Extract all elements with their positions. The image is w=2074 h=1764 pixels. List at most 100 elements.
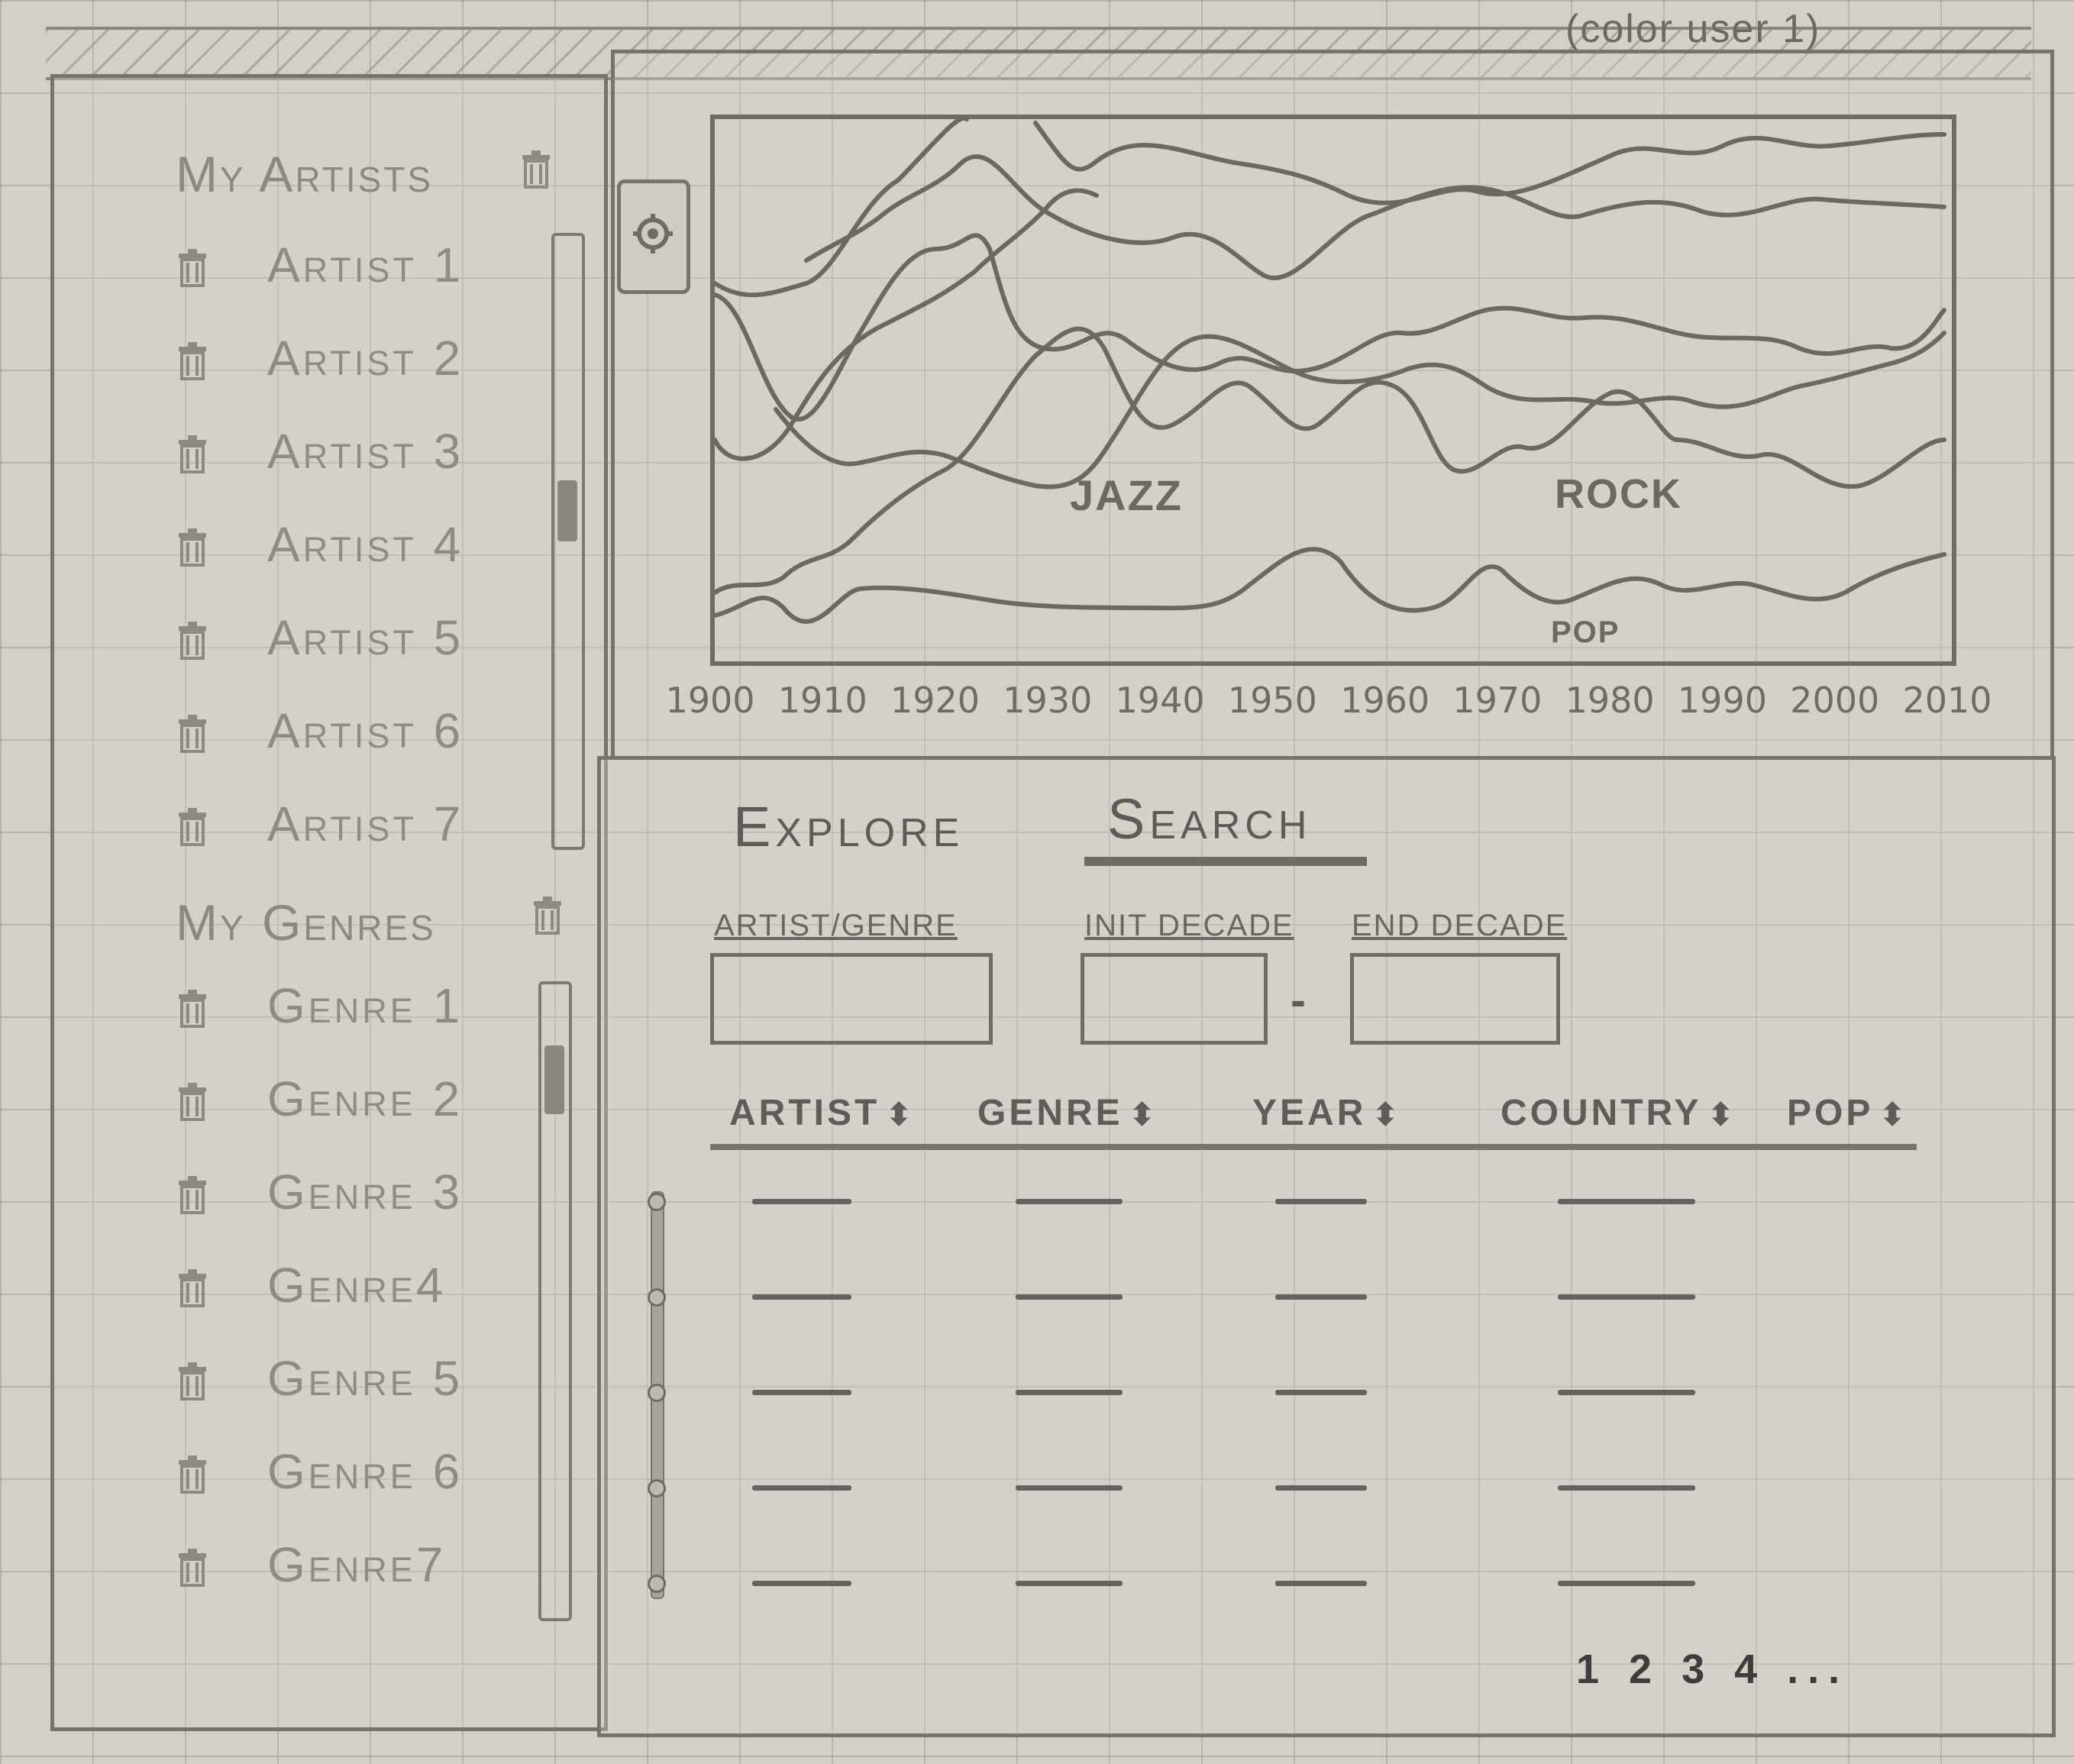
- delete-genre-icon[interactable]: [176, 1174, 209, 1214]
- x-tick-label: 2000: [1790, 680, 1880, 721]
- delete-genre-icon[interactable]: [176, 988, 209, 1028]
- table-cell-placeholder: [1558, 1390, 1695, 1395]
- genre-item-label: Genre 6: [267, 1444, 464, 1499]
- row-drag-handle[interactable]: [648, 1193, 666, 1211]
- x-tick-label: 2010: [1902, 680, 1992, 721]
- artist-item[interactable]: Artist 6: [176, 703, 527, 779]
- table-cell-placeholder: [752, 1485, 851, 1491]
- genre-item[interactable]: Genre 1: [176, 977, 527, 1054]
- delete-genre-icon[interactable]: [176, 1454, 209, 1494]
- delete-artist-icon[interactable]: [176, 806, 209, 846]
- sort-artist-icon[interactable]: ⬍: [886, 1098, 915, 1132]
- trash-all-genres-icon[interactable]: [531, 895, 564, 935]
- x-tick-label: 1960: [1340, 680, 1430, 721]
- x-tick-label: 1990: [1677, 680, 1767, 721]
- artist-item[interactable]: Artist 4: [176, 516, 527, 593]
- delete-genre-icon[interactable]: [176, 1361, 209, 1401]
- genre-scroll-thumb[interactable]: [544, 1045, 564, 1114]
- x-tick-label: 1940: [1115, 680, 1205, 721]
- row-drag-handle[interactable]: [648, 1575, 666, 1593]
- row-drag-handle[interactable]: [648, 1288, 666, 1307]
- delete-genre-icon[interactable]: [176, 1547, 209, 1587]
- col-pop[interactable]: POP ⬍: [1787, 1093, 1908, 1133]
- x-tick-label: 1970: [1452, 680, 1543, 721]
- delete-artist-icon[interactable]: [176, 527, 209, 567]
- end-decade-input[interactable]: [1350, 953, 1560, 1045]
- sidebar-panel: [50, 74, 608, 1731]
- artist-item-label: Artist 1: [267, 237, 464, 292]
- gear-icon: [633, 214, 673, 254]
- col-artist[interactable]: ARTIST ⬍: [729, 1093, 915, 1133]
- x-tick-label: 1950: [1227, 680, 1317, 721]
- col-country[interactable]: COUNTRY ⬍: [1501, 1093, 1737, 1133]
- artist-item[interactable]: Artist 7: [176, 796, 527, 872]
- stream-line-3: [804, 154, 1946, 280]
- stream-line-1: [715, 119, 969, 298]
- col-year[interactable]: YEAR ⬍: [1252, 1093, 1401, 1133]
- artist-item[interactable]: Artist 3: [176, 423, 527, 499]
- delete-artist-icon[interactable]: [176, 247, 209, 287]
- table-cell-placeholder: [1016, 1581, 1123, 1586]
- genre-item-label: Genre7: [267, 1537, 447, 1592]
- genre-item[interactable]: Genre 6: [176, 1443, 527, 1520]
- table-cell-placeholder: [1558, 1581, 1695, 1586]
- genre-item[interactable]: Genre 5: [176, 1350, 527, 1426]
- table-cell-placeholder: [752, 1581, 851, 1586]
- genre-item-label: Genre4: [267, 1258, 447, 1313]
- streamgraph-lines: [715, 119, 1946, 624]
- pagination[interactable]: 1 2 3 4 ...: [1576, 1646, 1849, 1692]
- stream-line-8: [715, 547, 1946, 624]
- genre-list-scrollbar[interactable]: [538, 981, 572, 1621]
- trash-all-artists-icon[interactable]: [519, 149, 553, 189]
- delete-genre-icon[interactable]: [176, 1081, 209, 1121]
- init-decade-input[interactable]: [1081, 953, 1268, 1045]
- artist-item[interactable]: Artist 2: [176, 330, 527, 406]
- sort-year-icon[interactable]: ⬍: [1372, 1098, 1401, 1132]
- row-drag-handle[interactable]: [648, 1479, 666, 1497]
- artist-scroll-thumb[interactable]: [557, 480, 577, 541]
- sort-pop-icon[interactable]: ⬍: [1879, 1098, 1908, 1132]
- table-cell-placeholder: [1016, 1199, 1123, 1204]
- chart-settings-button[interactable]: [617, 179, 690, 294]
- decade-range-separator: -: [1291, 974, 1306, 1026]
- artist-item[interactable]: Artist 1: [176, 237, 527, 313]
- pop-label: POP: [1551, 615, 1620, 649]
- stream-line-2: [1033, 121, 1946, 205]
- table-cell-placeholder: [1558, 1199, 1695, 1204]
- col-genre[interactable]: GENRE ⬍: [977, 1093, 1158, 1133]
- delete-genre-icon[interactable]: [176, 1268, 209, 1307]
- table-cell-placeholder: [1016, 1485, 1123, 1491]
- tab-search[interactable]: Search: [1107, 787, 1312, 851]
- chart-panel: [611, 50, 2054, 760]
- genre-item-label: Genre 2: [267, 1071, 464, 1126]
- artist-list-scrollbar[interactable]: [551, 233, 585, 850]
- delete-artist-icon[interactable]: [176, 341, 209, 380]
- table-cell-placeholder: [1016, 1390, 1123, 1395]
- genre-item[interactable]: Genre7: [176, 1536, 527, 1613]
- table-cell-placeholder: [1016, 1294, 1123, 1300]
- delete-artist-icon[interactable]: [176, 434, 209, 473]
- genre-item[interactable]: Genre 2: [176, 1071, 527, 1147]
- sort-country-icon[interactable]: ⬍: [1707, 1098, 1737, 1132]
- tab-explore[interactable]: Explore: [733, 795, 964, 858]
- sort-genre-icon[interactable]: ⬍: [1129, 1098, 1158, 1132]
- delete-artist-icon[interactable]: [176, 713, 209, 753]
- genre-item-label: Genre 5: [267, 1351, 464, 1406]
- table-cell-placeholder: [1275, 1199, 1367, 1204]
- stream-line-5: [715, 188, 1099, 461]
- top-bar: [46, 27, 2031, 80]
- table-cell-placeholder: [1275, 1581, 1367, 1586]
- genre-item[interactable]: Genre 3: [176, 1164, 527, 1240]
- user-color-note: (color user 1): [1565, 7, 1821, 51]
- table-cell-placeholder: [1558, 1485, 1695, 1491]
- jazz-label: JAZZ: [1070, 471, 1183, 519]
- genre-item-label: Genre 1: [267, 978, 464, 1033]
- genre-item[interactable]: Genre4: [176, 1257, 527, 1333]
- my-artists-title: My Artists: [176, 146, 434, 202]
- artist-genre-input[interactable]: [710, 953, 993, 1045]
- row-drag-handle[interactable]: [648, 1384, 666, 1402]
- rock-label: ROCK: [1555, 471, 1682, 517]
- delete-artist-icon[interactable]: [176, 620, 209, 660]
- artist-item[interactable]: Artist 5: [176, 609, 527, 686]
- artist-item-label: Artist 7: [267, 796, 464, 851]
